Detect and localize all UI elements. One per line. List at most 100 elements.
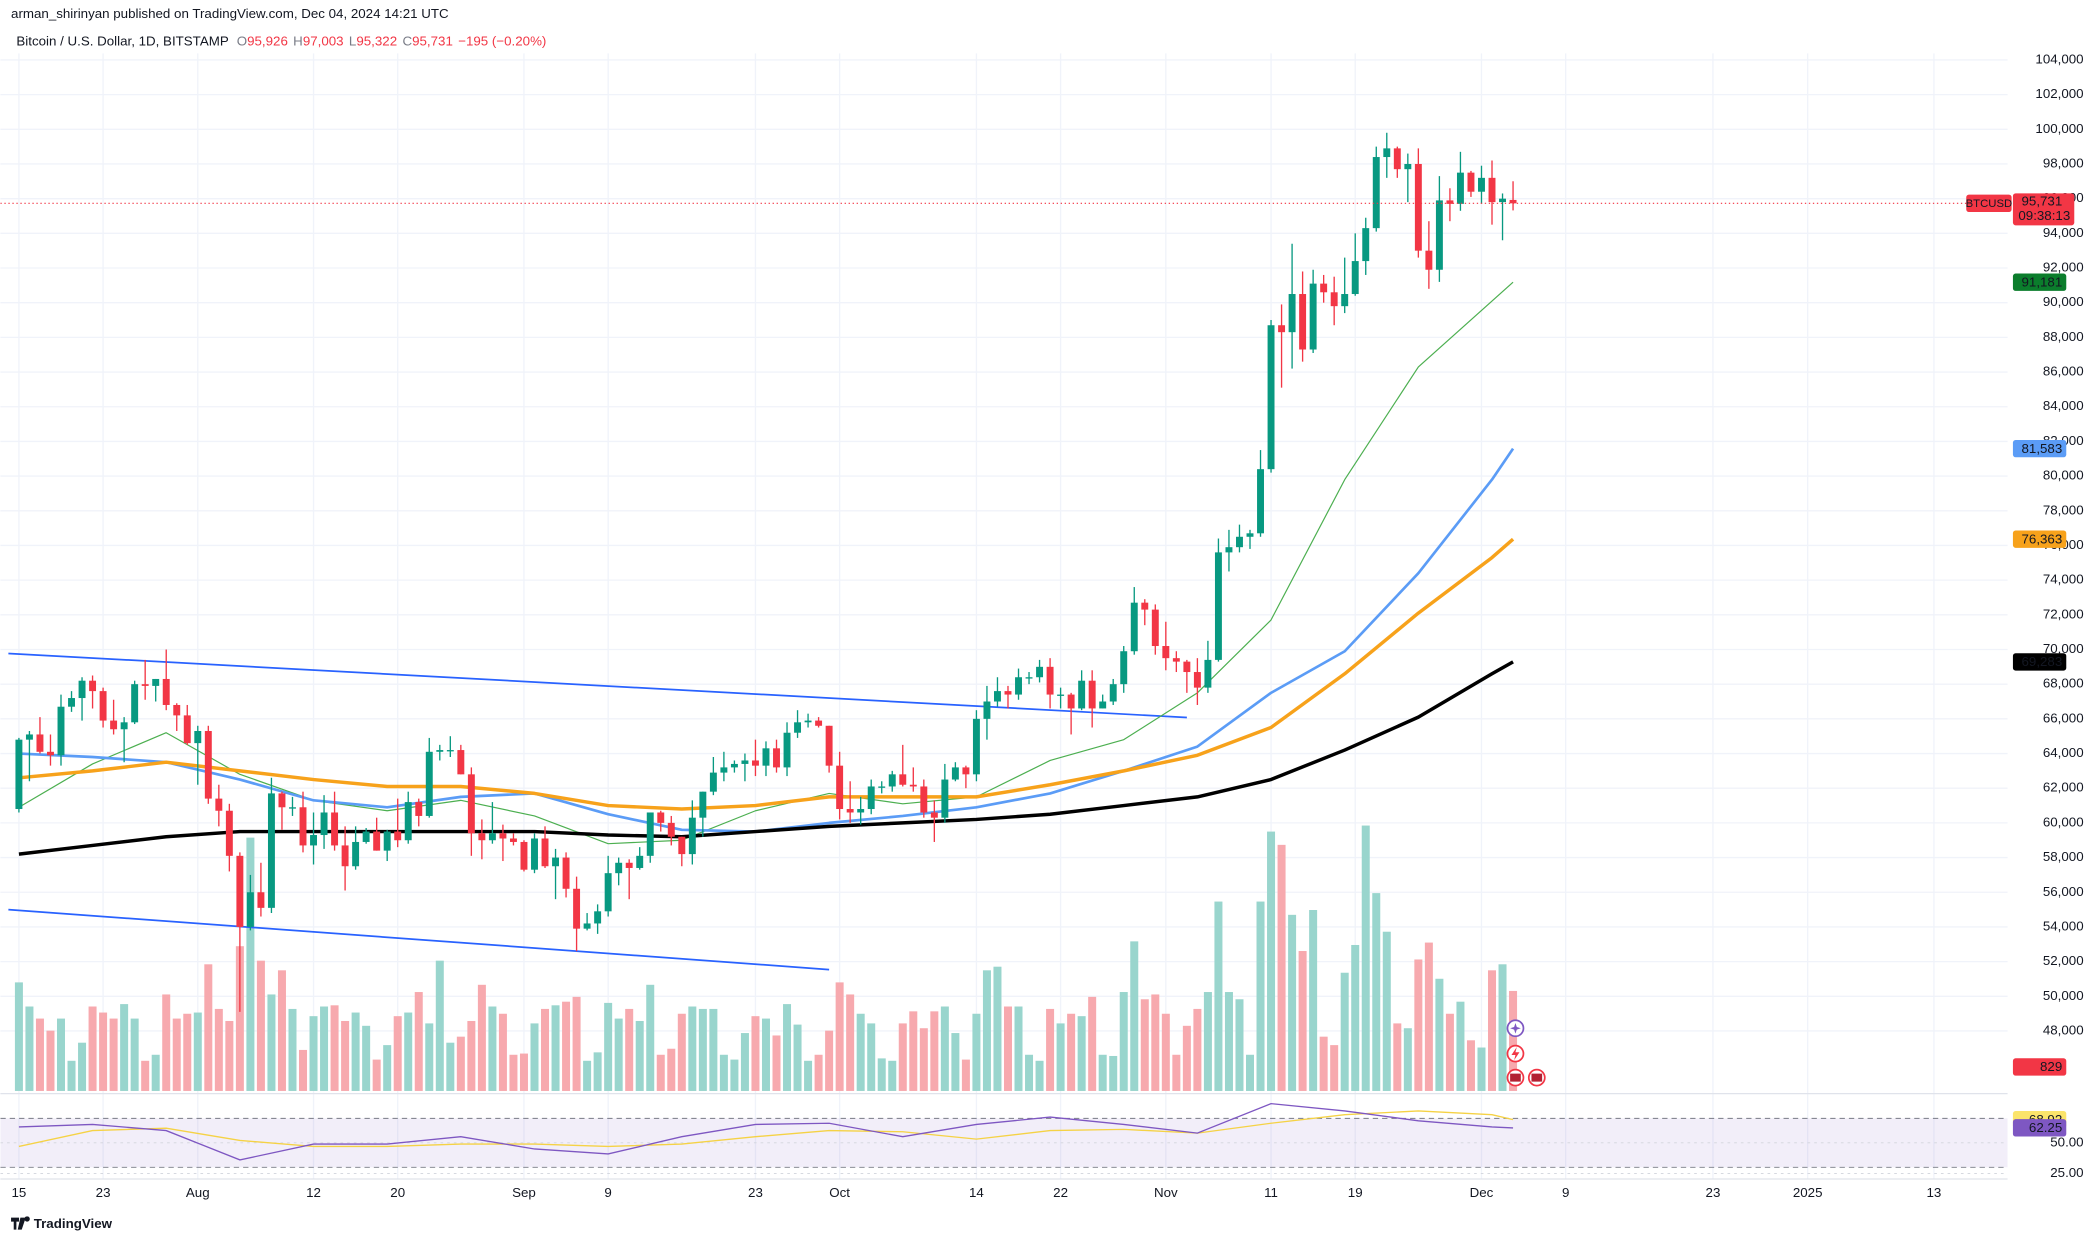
candle-body xyxy=(99,691,107,721)
x-tick-label: 9 xyxy=(604,1185,611,1200)
candle-body xyxy=(836,765,844,810)
brand-name: TradingView xyxy=(34,1216,113,1231)
candle-body xyxy=(1130,602,1138,652)
moving-average xyxy=(18,660,1514,856)
candle-body xyxy=(131,684,139,723)
rsi-tick-label: 50.00 xyxy=(2050,1134,2083,1149)
volume-bar xyxy=(1435,978,1444,1091)
y-tick-label: 66,000 xyxy=(2043,710,2084,725)
volume-bar xyxy=(751,1016,760,1091)
volume-bar xyxy=(67,1060,76,1091)
volume-bar xyxy=(1151,994,1160,1091)
volume-bar xyxy=(498,1013,507,1091)
volume-bar xyxy=(1224,992,1233,1091)
candle-body xyxy=(604,873,612,912)
candle-body xyxy=(594,911,602,924)
candle-body xyxy=(1120,651,1128,685)
volume-bar xyxy=(1330,1045,1339,1091)
candle-body xyxy=(794,722,802,733)
candle-body xyxy=(47,751,54,756)
candle-body xyxy=(1414,163,1422,251)
price-label-box xyxy=(2012,653,2067,671)
price-label: 829 xyxy=(2040,1059,2062,1074)
candle-body xyxy=(57,706,65,756)
candle-body xyxy=(1309,283,1317,350)
volume-bar xyxy=(625,1008,634,1091)
candle-body xyxy=(994,691,1001,702)
symbol-label: BTCUSD xyxy=(1966,198,2013,210)
candle-body xyxy=(509,838,517,842)
volume-bar xyxy=(562,1001,571,1091)
volume-bar xyxy=(961,1059,970,1091)
volume-bar xyxy=(1319,1036,1328,1091)
volume-bar xyxy=(120,1004,129,1091)
candle-body xyxy=(352,841,360,867)
candle-body xyxy=(404,802,412,841)
y-tick-label: 98,000 xyxy=(2043,155,2084,170)
volume-bar xyxy=(604,1002,613,1091)
volume-bar xyxy=(435,960,444,1091)
volume-bar xyxy=(519,1053,528,1091)
candle-body xyxy=(215,798,223,811)
candle-body xyxy=(1078,680,1086,709)
candle-body xyxy=(425,751,433,816)
volume-bar xyxy=(1509,990,1518,1091)
candle-body xyxy=(1004,691,1012,695)
ohlc-key: L xyxy=(349,33,356,48)
volume-bar xyxy=(1277,844,1286,1091)
x-tick-label: 20 xyxy=(390,1185,405,1200)
volume-bar xyxy=(277,970,286,1091)
flag-glyph xyxy=(1510,1073,1521,1082)
candle-body xyxy=(615,862,623,874)
candle-body xyxy=(362,831,370,842)
candle-body xyxy=(141,684,149,686)
volume-bar xyxy=(1109,1055,1118,1091)
y-tick-label: 92,000 xyxy=(2043,260,2084,275)
x-tick-label: 14 xyxy=(969,1185,984,1200)
volume-bar xyxy=(456,1036,465,1091)
candle-body xyxy=(320,812,328,836)
volume-bar xyxy=(204,964,213,1091)
candle-body xyxy=(520,841,528,870)
x-tick-label: Dec xyxy=(1470,1185,1494,1200)
candle-body xyxy=(699,791,707,818)
volume-bar xyxy=(1309,910,1318,1091)
y-tick-label: 74,000 xyxy=(2043,572,2084,587)
candle-body xyxy=(899,774,907,785)
candle-body xyxy=(499,833,507,839)
volume-bar xyxy=(635,1020,644,1091)
price-label: 69,283 xyxy=(2022,654,2063,669)
volume-bar xyxy=(919,1028,928,1091)
candle-body xyxy=(15,739,23,810)
candle-body xyxy=(1067,694,1075,709)
volume-bar xyxy=(1130,941,1139,1091)
flag-glyph xyxy=(1531,1073,1543,1082)
brand: TradingView xyxy=(11,1216,113,1231)
countdown-label: 09:38:13 xyxy=(2018,208,2070,223)
candle-body xyxy=(541,838,549,867)
candle-body xyxy=(1088,680,1096,709)
volume-bar xyxy=(35,1018,44,1091)
candle-body xyxy=(573,888,581,929)
candle-body xyxy=(383,831,391,851)
candle-body xyxy=(236,855,244,927)
symbol-label-box xyxy=(1966,194,2012,212)
candle-body xyxy=(878,786,886,788)
volume-bar xyxy=(1003,1006,1012,1091)
volume-bar xyxy=(825,1030,834,1091)
volume-bar xyxy=(288,1008,297,1091)
ohlc-value: 95,322 xyxy=(356,33,397,48)
volume-bar xyxy=(1140,999,1149,1091)
grid xyxy=(0,53,2008,1179)
volume-bar xyxy=(383,1045,392,1091)
volume-bar xyxy=(225,1020,234,1091)
candle-body xyxy=(1046,666,1054,695)
volume-bar xyxy=(141,1060,150,1091)
x-tick-label: 13 xyxy=(1927,1185,1942,1200)
volume-bar xyxy=(593,1052,602,1091)
volume-bar xyxy=(1498,964,1507,1091)
volume-bar xyxy=(804,1060,813,1091)
y-tick-label: 68,000 xyxy=(2043,676,2084,691)
candle-body xyxy=(1372,157,1380,229)
candle-body xyxy=(1151,609,1159,647)
